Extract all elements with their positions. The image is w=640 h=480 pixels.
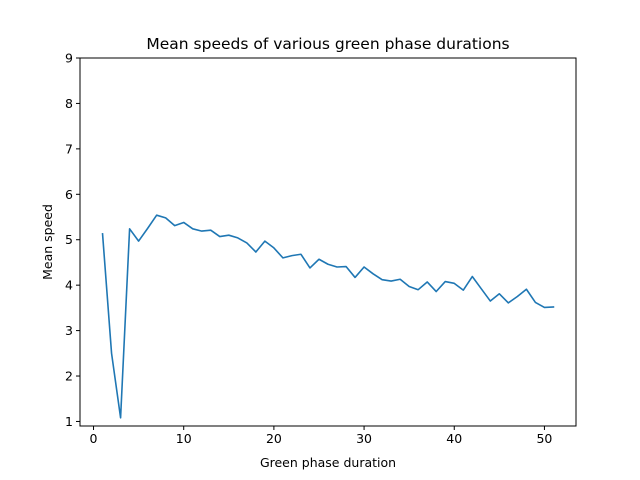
y-tick-label: 7	[65, 141, 73, 156]
axes-frame	[79, 57, 577, 427]
y-tick-label: 4	[65, 278, 73, 293]
x-tick-label: 50	[536, 431, 552, 446]
y-tick-label: 1	[65, 414, 73, 429]
x-tick-label: 20	[266, 431, 282, 446]
x-tick-label: 30	[356, 431, 372, 446]
x-axis-label: Green phase duration	[260, 455, 396, 470]
x-tick-label: 40	[446, 431, 462, 446]
y-tick-label: 3	[65, 323, 73, 338]
y-tick-label: 5	[65, 232, 73, 247]
y-tick-label: 8	[65, 96, 73, 111]
x-tick-label: 10	[176, 431, 192, 446]
y-tick-label: 2	[65, 369, 73, 384]
y-tick-label: 6	[65, 187, 73, 202]
x-tick-label: 0	[90, 431, 98, 446]
y-tick-label: 9	[65, 51, 73, 66]
chart-title: Mean speeds of various green phase durat…	[146, 35, 509, 53]
y-axis-label: Mean speed	[40, 204, 55, 280]
plot-area: 0 10 20 30 40 50 1 2 3 4 5 6 7 8 9	[65, 51, 577, 446]
